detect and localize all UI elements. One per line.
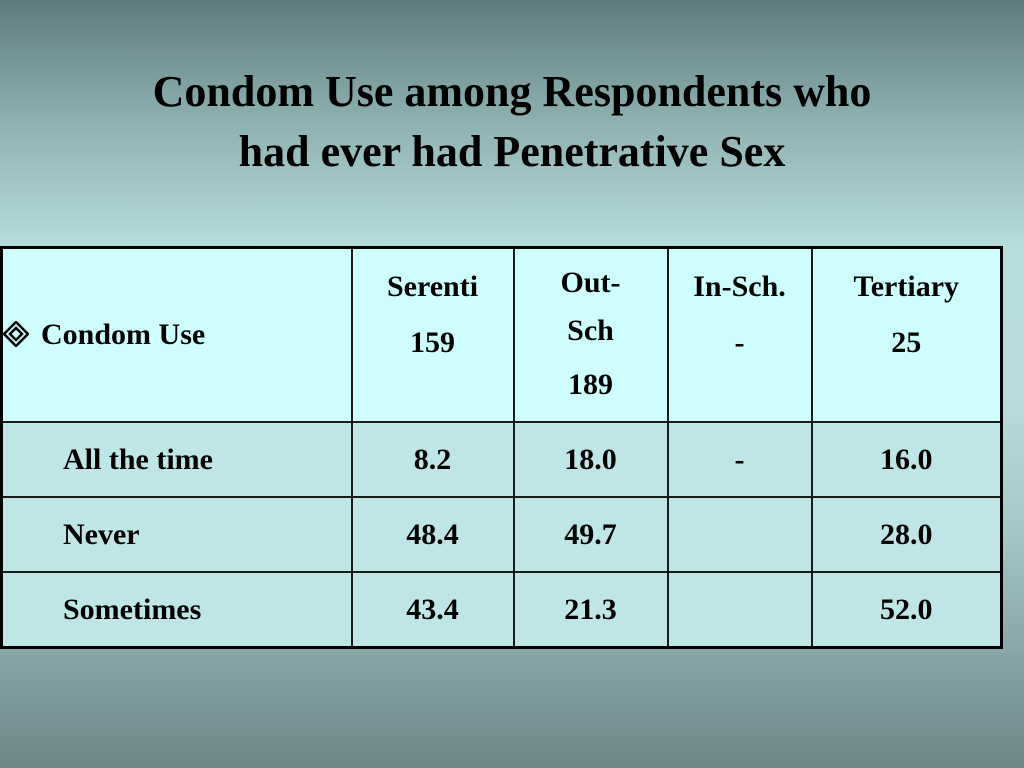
cell-serenti: 8.2 xyxy=(350,421,515,498)
column-name: Serenti xyxy=(386,270,479,303)
cell-in-sch xyxy=(666,571,813,649)
cell-out-sch: 18.0 xyxy=(512,421,669,498)
title-line-2: had ever had Penetrative Sex xyxy=(238,127,786,176)
table-row-never: Never 48.4 49.7 28.0 xyxy=(0,496,1003,573)
diamond-bullet-icon xyxy=(3,321,29,347)
column-count: 25 xyxy=(891,326,922,359)
cell-serenti: 48.4 xyxy=(350,496,515,573)
cell-in-sch: - xyxy=(666,421,813,498)
row-label: Sometimes xyxy=(0,571,353,649)
header-label: Condom Use xyxy=(41,318,206,351)
slide-title: Condom Use among Respondents who had eve… xyxy=(0,62,1024,182)
column-name: In-Sch. xyxy=(693,270,786,303)
table-row-all-the-time: All the time 8.2 18.0 - 16.0 xyxy=(0,421,1003,498)
column-name-part-1: Out- xyxy=(560,266,621,299)
condom-use-table: Condom Use Serenti 159 Out- Sch 189 In-S… xyxy=(0,246,1003,649)
column-name-part-2: Sch xyxy=(567,314,614,347)
column-count: 189 xyxy=(568,368,613,401)
column-header-serenti: Serenti 159 xyxy=(350,246,515,423)
cell-tertiary: 52.0 xyxy=(810,571,1003,649)
column-header-in-sch: In-Sch. - xyxy=(666,246,813,423)
cell-tertiary: 28.0 xyxy=(810,496,1003,573)
cell-out-sch: 21.3 xyxy=(512,571,669,649)
row-label: Never xyxy=(0,496,353,573)
column-count: 159 xyxy=(410,326,455,359)
column-count: - xyxy=(734,326,745,359)
cell-tertiary: 16.0 xyxy=(810,421,1003,498)
column-name: Tertiary xyxy=(853,270,960,303)
cell-in-sch xyxy=(666,496,813,573)
cell-out-sch: 49.7 xyxy=(512,496,669,573)
table-header-row: Condom Use Serenti 159 Out- Sch 189 In-S… xyxy=(0,246,1003,423)
title-line-1: Condom Use among Respondents who xyxy=(152,67,872,116)
table-row-sometimes: Sometimes 43.4 21.3 52.0 xyxy=(0,571,1003,649)
row-label: All the time xyxy=(0,421,353,498)
header-cell-condom-use: Condom Use xyxy=(0,246,353,423)
column-header-tertiary: Tertiary 25 xyxy=(810,246,1003,423)
cell-serenti: 43.4 xyxy=(350,571,515,649)
column-header-out-sch: Out- Sch 189 xyxy=(512,246,669,423)
